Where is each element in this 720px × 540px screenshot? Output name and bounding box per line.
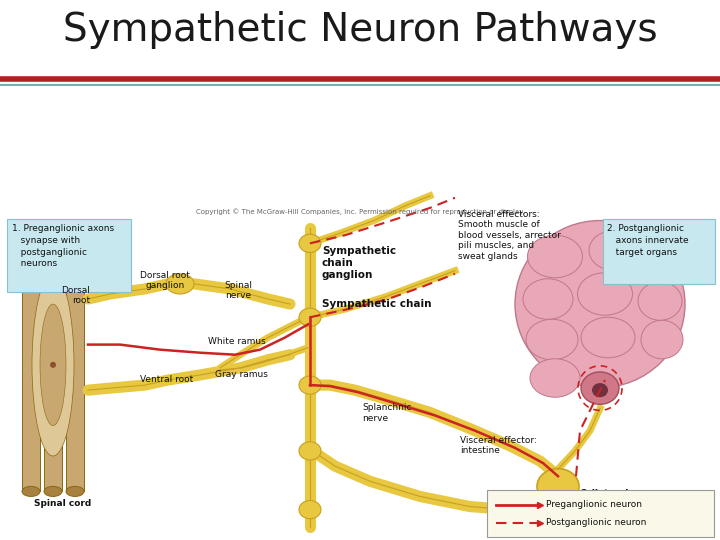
Ellipse shape [537, 469, 579, 504]
Ellipse shape [523, 279, 573, 319]
Ellipse shape [50, 362, 56, 368]
Ellipse shape [66, 487, 84, 496]
Ellipse shape [44, 487, 62, 496]
Text: Dorsal
root: Dorsal root [61, 286, 90, 305]
Text: Sympathetic
chain
ganglion: Sympathetic chain ganglion [322, 246, 396, 280]
Ellipse shape [515, 220, 685, 388]
Ellipse shape [641, 320, 683, 359]
Ellipse shape [577, 273, 632, 315]
FancyBboxPatch shape [7, 219, 131, 292]
Ellipse shape [40, 304, 66, 426]
Text: 2. Postganglionic
   axons innervate
   target organs: 2. Postganglionic axons innervate target… [607, 224, 688, 256]
Text: Spinal
nerve: Spinal nerve [224, 281, 252, 300]
FancyBboxPatch shape [487, 490, 714, 537]
Ellipse shape [530, 359, 580, 397]
Text: Copyright © The McGraw-Hill Companies, Inc. Permission required for reproduction: Copyright © The McGraw-Hill Companies, I… [196, 208, 524, 214]
Bar [22, 238, 40, 491]
Ellipse shape [66, 233, 84, 244]
Ellipse shape [638, 282, 682, 320]
Ellipse shape [589, 230, 641, 271]
Text: Gray ramus: Gray ramus [215, 370, 268, 379]
Ellipse shape [22, 233, 40, 244]
Ellipse shape [44, 233, 62, 244]
Text: Visceral effector:
intestine: Visceral effector: intestine [460, 436, 537, 455]
Ellipse shape [299, 234, 321, 253]
Text: Postganglionic neuron: Postganglionic neuron [546, 518, 647, 527]
Text: Splanchnic
nerve: Splanchnic nerve [362, 403, 412, 423]
Ellipse shape [299, 442, 321, 460]
Ellipse shape [32, 274, 74, 456]
Text: Sympathetic Neuron Pathways: Sympathetic Neuron Pathways [63, 11, 657, 49]
Text: Visceral effectors:
Smooth muscle of
blood vessels, arrector
pili muscles, and
s: Visceral effectors: Smooth muscle of blo… [458, 210, 561, 260]
Ellipse shape [528, 235, 582, 278]
Ellipse shape [526, 319, 578, 360]
FancyBboxPatch shape [603, 219, 715, 284]
Text: Dorsal root
ganglion: Dorsal root ganglion [140, 271, 190, 290]
Text: Ventral root: Ventral root [140, 375, 193, 384]
Ellipse shape [22, 487, 40, 496]
Ellipse shape [647, 244, 689, 283]
Text: Preganglionic neuron: Preganglionic neuron [546, 500, 642, 509]
Ellipse shape [592, 383, 608, 397]
Text: Collateral
ganglion
(celiac ganglion): Collateral ganglion (celiac ganglion) [580, 489, 665, 519]
Ellipse shape [299, 376, 321, 394]
Ellipse shape [299, 308, 321, 326]
Bar [66, 238, 84, 491]
Text: White ramus: White ramus [208, 338, 266, 347]
Text: Sympathetic chain: Sympathetic chain [322, 299, 431, 309]
Bar [44, 238, 62, 491]
Ellipse shape [581, 318, 635, 358]
Ellipse shape [581, 372, 619, 404]
Text: Spinal cord: Spinal cord [34, 500, 91, 509]
Ellipse shape [166, 274, 194, 294]
Text: 1. Preganglionic axons
   synapse with
   postganglionic
   neurons: 1. Preganglionic axons synapse with post… [12, 224, 114, 268]
Ellipse shape [299, 501, 321, 519]
